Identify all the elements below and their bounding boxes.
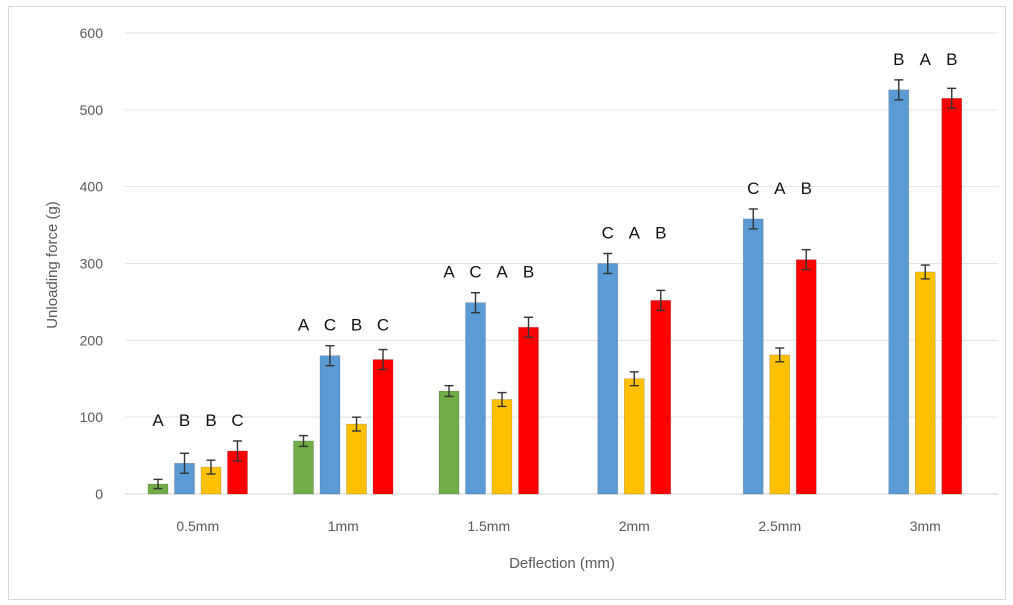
y-axis-title: Unloading force (g): [44, 201, 61, 329]
significance-letter: A: [443, 263, 455, 282]
significance-letter: B: [655, 224, 666, 243]
bar: [742, 218, 764, 495]
bar: [623, 378, 645, 495]
y-axis-ticks: 0 100 200 300 400 500 600: [80, 25, 104, 502]
bar: [465, 302, 486, 495]
x-axis-ticks: 0.5mm 1mm 1.5mm 2mm 2.5mm 3mm: [176, 518, 940, 534]
x-tick-label: 3mm: [910, 518, 941, 534]
bar: [518, 326, 539, 495]
bar: [650, 300, 672, 495]
bar: [769, 354, 791, 495]
x-tick-label: 2.5mm: [758, 518, 801, 534]
significance-letter: B: [801, 179, 812, 198]
y-tick-label: 400: [80, 179, 104, 195]
significance-letters: A B B CA C B CA C A BC A BC A BB A B: [152, 50, 957, 430]
significance-letter: A: [629, 224, 641, 243]
bar: [491, 399, 513, 495]
x-tick-label: 1.5mm: [467, 518, 510, 534]
y-tick-label: 0: [95, 486, 103, 502]
y-tick-label: 100: [80, 409, 104, 425]
significance-letter: C: [231, 411, 243, 430]
x-tick-label: 1mm: [328, 518, 359, 534]
significance-letter: B: [946, 50, 957, 69]
error-bars: [153, 79, 957, 490]
y-tick-label: 300: [80, 256, 104, 272]
x-tick-label: 0.5mm: [176, 518, 219, 534]
bar: [346, 423, 367, 495]
bar: [597, 263, 619, 495]
significance-letter: B: [351, 316, 362, 335]
y-tick-label: 600: [80, 25, 104, 41]
y-tick-label: 500: [80, 102, 104, 118]
significance-letter: B: [205, 411, 216, 430]
bar: [372, 359, 394, 495]
x-axis-title: Deflection (mm): [509, 555, 615, 572]
chart-frame: [8, 6, 1006, 600]
bar: [319, 355, 341, 495]
bar: [293, 440, 314, 495]
bar: [941, 98, 963, 495]
bar: [438, 390, 460, 495]
significance-letter: C: [747, 179, 759, 198]
significance-letter: C: [377, 316, 389, 335]
y-tick-label: 200: [80, 332, 104, 348]
significance-letter: C: [324, 316, 336, 335]
significance-letter: C: [602, 224, 614, 243]
bars: [147, 89, 963, 495]
bar: [888, 89, 910, 495]
gridlines: [125, 32, 998, 495]
significance-letter: A: [298, 316, 310, 335]
significance-letter: A: [920, 50, 932, 69]
significance-letter: A: [152, 411, 164, 430]
significance-letter: B: [523, 263, 534, 282]
significance-letter: B: [893, 50, 904, 69]
significance-letter: A: [774, 179, 786, 198]
significance-letter: B: [179, 411, 190, 430]
bar: [795, 259, 817, 495]
significance-letter: C: [469, 263, 481, 282]
significance-letter: A: [496, 263, 508, 282]
x-tick-label: 2mm: [619, 518, 650, 534]
bar: [914, 271, 936, 495]
